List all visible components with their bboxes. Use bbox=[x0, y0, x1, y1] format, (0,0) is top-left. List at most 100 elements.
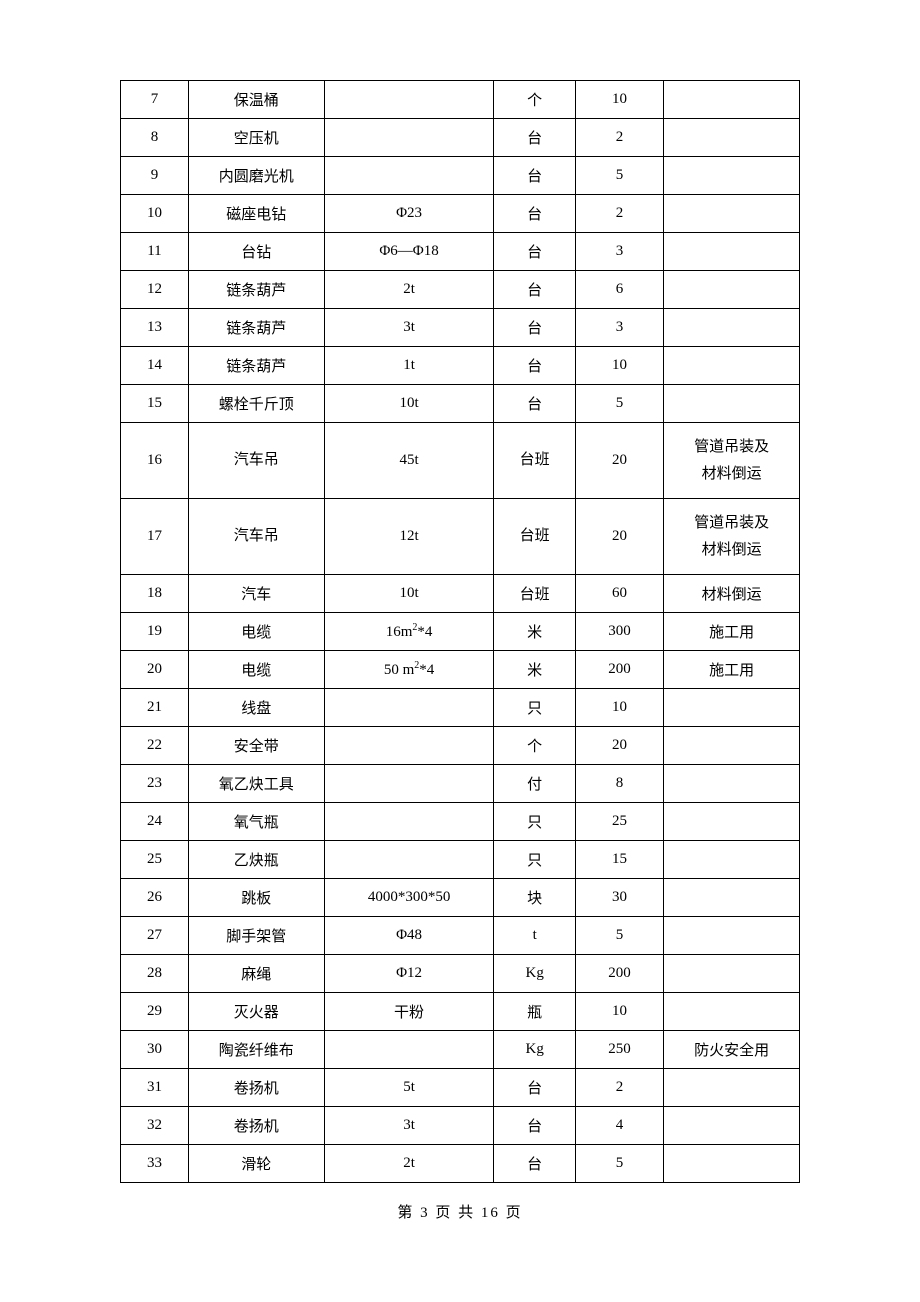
table-cell: 29 bbox=[121, 993, 189, 1031]
table-cell: 5 bbox=[575, 917, 663, 955]
table-cell: 台 bbox=[494, 1145, 575, 1183]
table-cell: 付 bbox=[494, 765, 575, 803]
table-cell: 干粉 bbox=[324, 993, 494, 1031]
table-cell: 米 bbox=[494, 651, 575, 689]
table-cell: 20 bbox=[121, 651, 189, 689]
table-cell: 5 bbox=[575, 157, 663, 195]
table-cell: 18 bbox=[121, 575, 189, 613]
table-row: 14链条葫芦1t台10 bbox=[121, 347, 800, 385]
table-cell: 10t bbox=[324, 385, 494, 423]
table-row: 28麻绳Φ12Kg200 bbox=[121, 955, 800, 993]
table-cell: 250 bbox=[575, 1031, 663, 1069]
table-cell: 只 bbox=[494, 689, 575, 727]
table-cell: 20 bbox=[575, 499, 663, 575]
table-row: 13链条葫芦3t台3 bbox=[121, 309, 800, 347]
table-cell bbox=[664, 955, 800, 993]
table-cell: 10 bbox=[575, 993, 663, 1031]
table-cell: 汽车 bbox=[188, 575, 324, 613]
table-cell: 链条葫芦 bbox=[188, 309, 324, 347]
table-row: 31卷扬机5t台2 bbox=[121, 1069, 800, 1107]
table-cell: 2 bbox=[575, 1069, 663, 1107]
table-cell: 管道吊装及材料倒运 bbox=[664, 499, 800, 575]
table-row: 9内圆磨光机台5 bbox=[121, 157, 800, 195]
table-cell: 磁座电钻 bbox=[188, 195, 324, 233]
table-cell: Kg bbox=[494, 955, 575, 993]
table-cell: 12 bbox=[121, 271, 189, 309]
table-row: 10磁座电钻Φ23台2 bbox=[121, 195, 800, 233]
table-cell: 10 bbox=[575, 347, 663, 385]
table-cell: 空压机 bbox=[188, 119, 324, 157]
table-cell: 7 bbox=[121, 81, 189, 119]
table-row: 25乙炔瓶只15 bbox=[121, 841, 800, 879]
table-cell: 脚手架管 bbox=[188, 917, 324, 955]
table-cell: 台 bbox=[494, 309, 575, 347]
table-cell bbox=[664, 157, 800, 195]
table-cell: 台 bbox=[494, 347, 575, 385]
table-cell: 线盘 bbox=[188, 689, 324, 727]
table-row: 12链条葫芦2t台6 bbox=[121, 271, 800, 309]
table-cell: 32 bbox=[121, 1107, 189, 1145]
table-cell bbox=[664, 727, 800, 765]
table-cell: 16 bbox=[121, 423, 189, 499]
table-cell bbox=[324, 841, 494, 879]
table-cell: 瓶 bbox=[494, 993, 575, 1031]
table-cell: 台 bbox=[494, 119, 575, 157]
table-cell: 台 bbox=[494, 1069, 575, 1107]
table-cell: 2 bbox=[575, 119, 663, 157]
table-cell: 卷扬机 bbox=[188, 1069, 324, 1107]
table-cell bbox=[324, 157, 494, 195]
table-row: 11台钻Φ6—Φ18台3 bbox=[121, 233, 800, 271]
table-cell: Φ23 bbox=[324, 195, 494, 233]
table-cell: 2 bbox=[575, 195, 663, 233]
table-cell: 材料倒运 bbox=[664, 575, 800, 613]
table-cell bbox=[664, 765, 800, 803]
table-cell: 22 bbox=[121, 727, 189, 765]
table-cell: 个 bbox=[494, 81, 575, 119]
table-row: 22安全带个20 bbox=[121, 727, 800, 765]
table-cell: 台班 bbox=[494, 423, 575, 499]
table-cell bbox=[664, 1145, 800, 1183]
table-cell: 内圆磨光机 bbox=[188, 157, 324, 195]
table-cell: 21 bbox=[121, 689, 189, 727]
table-cell bbox=[664, 347, 800, 385]
table-cell: 螺栓千斤顶 bbox=[188, 385, 324, 423]
table-cell: 15 bbox=[121, 385, 189, 423]
table-cell: 安全带 bbox=[188, 727, 324, 765]
table-row: 19电缆16m2*4米300施工用 bbox=[121, 613, 800, 651]
table-cell: 施工用 bbox=[664, 651, 800, 689]
table-cell: 300 bbox=[575, 613, 663, 651]
table-cell: 6 bbox=[575, 271, 663, 309]
table-row: 16汽车吊45t台班20管道吊装及材料倒运 bbox=[121, 423, 800, 499]
table-cell: 米 bbox=[494, 613, 575, 651]
table-cell bbox=[664, 879, 800, 917]
table-cell: 33 bbox=[121, 1145, 189, 1183]
table-cell: 台 bbox=[494, 195, 575, 233]
table-cell: 卷扬机 bbox=[188, 1107, 324, 1145]
table-cell: 只 bbox=[494, 841, 575, 879]
table-cell: 滑轮 bbox=[188, 1145, 324, 1183]
table-cell: 23 bbox=[121, 765, 189, 803]
table-cell: 25 bbox=[575, 803, 663, 841]
table-cell: 5t bbox=[324, 1069, 494, 1107]
table-cell bbox=[324, 81, 494, 119]
table-cell: 27 bbox=[121, 917, 189, 955]
table-cell bbox=[664, 993, 800, 1031]
table-cell: 3t bbox=[324, 309, 494, 347]
table-body: 7保温桶个108空压机台29内圆磨光机台510磁座电钻Φ23台211台钻Φ6—Φ… bbox=[121, 81, 800, 1183]
table-cell: 30 bbox=[575, 879, 663, 917]
table-cell: 15 bbox=[575, 841, 663, 879]
table-row: 26跳板4000*300*50块30 bbox=[121, 879, 800, 917]
table-cell: 4 bbox=[575, 1107, 663, 1145]
table-cell bbox=[324, 689, 494, 727]
table-cell bbox=[664, 803, 800, 841]
table-cell: 10 bbox=[575, 689, 663, 727]
table-cell: 28 bbox=[121, 955, 189, 993]
table-cell: 汽车吊 bbox=[188, 423, 324, 499]
table-cell: 链条葫芦 bbox=[188, 347, 324, 385]
table-cell bbox=[664, 1069, 800, 1107]
table-row: 30陶瓷纤维布Kg250防火安全用 bbox=[121, 1031, 800, 1069]
table-cell: 汽车吊 bbox=[188, 499, 324, 575]
table-row: 29灭火器干粉瓶10 bbox=[121, 993, 800, 1031]
table-cell: 氧乙炔工具 bbox=[188, 765, 324, 803]
table-row: 17汽车吊12t台班20管道吊装及材料倒运 bbox=[121, 499, 800, 575]
